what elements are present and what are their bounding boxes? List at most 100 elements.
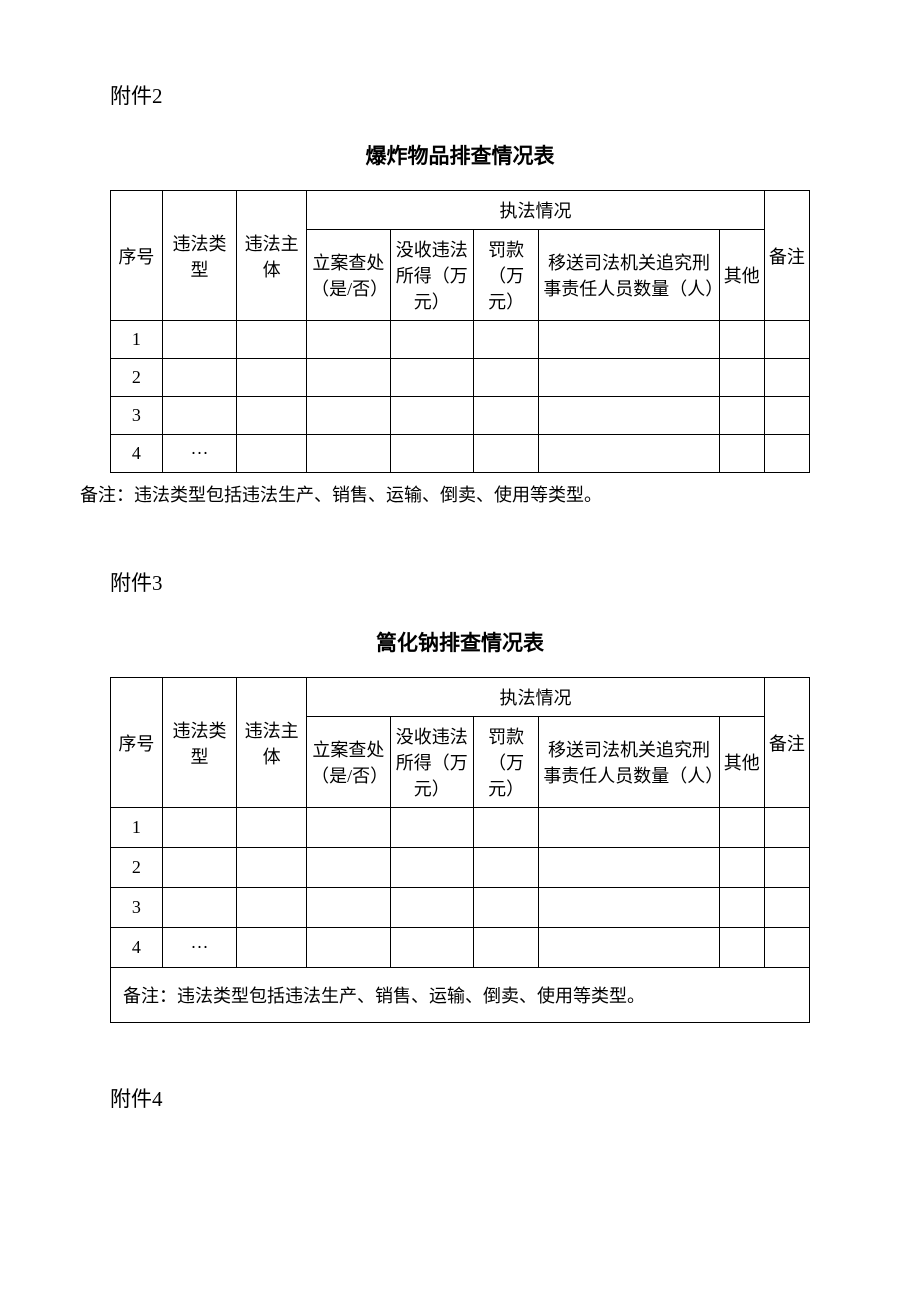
cell-type: ··· [162,928,236,968]
cell-type [162,359,236,397]
cell-case [307,808,390,848]
attachment-3-section: 附件3 篙化钠排查情况表 序号 违法类型 违法主体 执法情况 备注 立案查处（是… [80,567,840,1023]
cell-other [719,808,764,848]
cell-remark [764,888,809,928]
cell-seq: 4 [111,435,163,473]
cell-type [162,848,236,888]
cell-case [307,888,390,928]
cell-other [719,359,764,397]
table-header-row-1: 序号 违法类型 违法主体 执法情况 备注 [111,191,810,230]
col-transfer: 移送司法机关追究刑事责任人员数量（人） [539,717,719,808]
col-remark: 备注 [764,678,809,808]
sodium-inspection-table: 序号 违法类型 违法主体 执法情况 备注 立案查处（是/否） 没收违法所得（万元… [110,677,810,1023]
cell-seq: 4 [111,928,163,968]
cell-other [719,397,764,435]
cell-other [719,848,764,888]
cell-remark [764,397,809,435]
cell-confiscate [390,397,473,435]
table-row: 1 [111,808,810,848]
cell-type [162,397,236,435]
cell-remark [764,359,809,397]
cell-subject [237,397,307,435]
cell-transfer [539,928,719,968]
table-header-row-1: 序号 违法类型 违法主体 执法情况 备注 [111,678,810,717]
col-other: 其他 [719,230,764,321]
cell-fine [473,359,538,397]
cell-fine [473,928,538,968]
cell-subject [237,435,307,473]
cell-transfer [539,321,719,359]
cell-transfer [539,848,719,888]
cell-case [307,359,390,397]
cell-seq: 3 [111,397,163,435]
attachment-2-section: 附件2 爆炸物品排查情况表 序号 违法类型 违法主体 执法情况 备注 立案查处（… [80,80,840,507]
cell-seq: 1 [111,808,163,848]
table-row: 4 ··· [111,435,810,473]
cell-subject [237,808,307,848]
cell-transfer [539,397,719,435]
cell-remark [764,928,809,968]
cell-type [162,321,236,359]
col-confiscate: 没收违法所得（万元） [390,717,473,808]
cell-other [719,928,764,968]
cell-case [307,928,390,968]
cell-case [307,321,390,359]
table-1-title: 爆炸物品排查情况表 [80,140,840,170]
cell-confiscate [390,928,473,968]
col-violation-type: 违法类型 [162,191,236,321]
cell-remark [764,321,809,359]
attachment-4-label: 附件4 [110,1083,840,1113]
cell-fine [473,808,538,848]
cell-case [307,848,390,888]
col-transfer: 移送司法机关追究刑事责任人员数量（人） [539,230,719,321]
attachment-3-label: 附件3 [110,567,840,597]
cell-fine [473,397,538,435]
cell-confiscate [390,321,473,359]
col-violation-subject: 违法主体 [237,678,307,808]
explosives-inspection-table: 序号 违法类型 违法主体 执法情况 备注 立案查处（是/否） 没收违法所得（万元… [110,190,810,473]
cell-remark [764,435,809,473]
col-case-filed: 立案查处（是/否） [307,230,390,321]
cell-fine [473,848,538,888]
cell-seq: 2 [111,848,163,888]
cell-confiscate [390,808,473,848]
cell-seq: 1 [111,321,163,359]
cell-subject [237,321,307,359]
col-seq: 序号 [111,191,163,321]
col-confiscate: 没收违法所得（万元） [390,230,473,321]
cell-fine [473,321,538,359]
table-1-footnote: 备注：违法类型包括违法生产、销售、运输、倒卖、使用等类型。 [80,481,840,507]
table-row: 3 [111,397,810,435]
cell-type [162,888,236,928]
col-remark: 备注 [764,191,809,321]
table-row: 2 [111,848,810,888]
cell-type: ··· [162,435,236,473]
cell-case [307,435,390,473]
col-other: 其他 [719,717,764,808]
table-2-footnote: 备注：违法类型包括违法生产、销售、运输、倒卖、使用等类型。 [111,968,810,1023]
table-row: 3 [111,888,810,928]
cell-other [719,435,764,473]
cell-confiscate [390,435,473,473]
cell-confiscate [390,848,473,888]
table-row: 4 ··· [111,928,810,968]
cell-confiscate [390,888,473,928]
cell-subject [237,888,307,928]
col-fine: 罚款（万元） [473,717,538,808]
table-row: 2 [111,359,810,397]
cell-transfer [539,888,719,928]
cell-case [307,397,390,435]
cell-transfer [539,359,719,397]
attachment-4-section: 附件4 [80,1083,840,1113]
col-case-filed: 立案查处（是/否） [307,717,390,808]
cell-seq: 3 [111,888,163,928]
cell-subject [237,848,307,888]
col-enforcement: 执法情况 [307,678,765,717]
cell-type [162,808,236,848]
cell-subject [237,359,307,397]
col-enforcement: 执法情况 [307,191,765,230]
cell-confiscate [390,359,473,397]
cell-transfer [539,808,719,848]
cell-transfer [539,435,719,473]
col-seq: 序号 [111,678,163,808]
